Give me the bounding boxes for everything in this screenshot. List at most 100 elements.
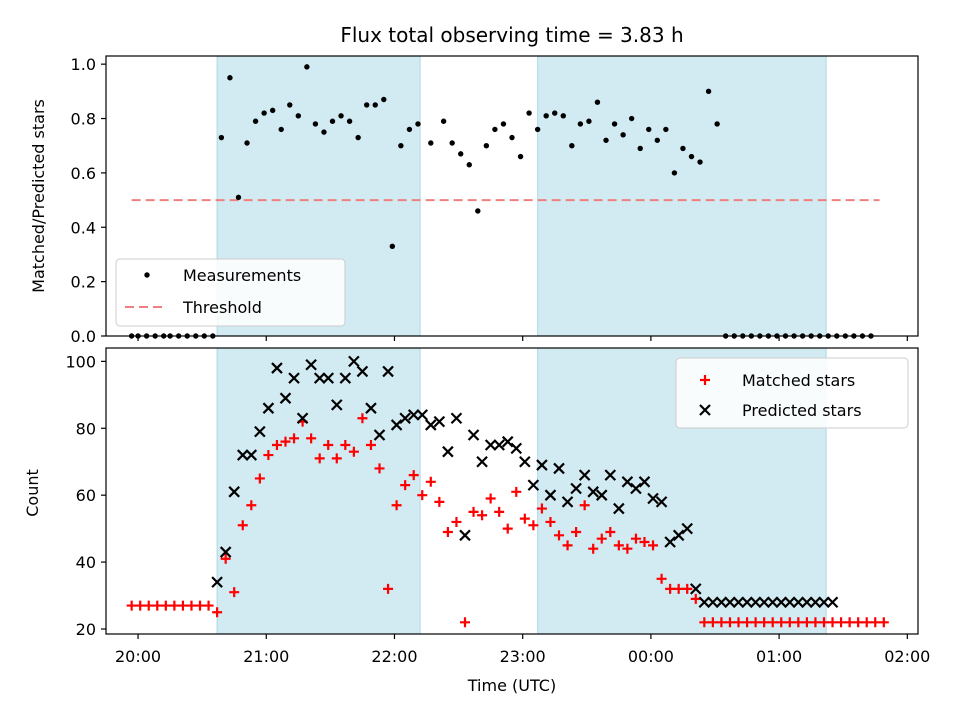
matched-point bbox=[280, 436, 291, 447]
matched-point bbox=[536, 503, 547, 514]
predicted-point bbox=[493, 439, 505, 451]
measurement-point bbox=[295, 113, 302, 119]
bottom-series-plus bbox=[126, 413, 889, 628]
legend-matched-marker bbox=[700, 375, 710, 385]
predicted-point bbox=[809, 596, 822, 608]
measurement-point bbox=[688, 153, 695, 160]
predicted-point bbox=[766, 596, 779, 608]
measurement-point bbox=[389, 243, 396, 249]
measurement-point bbox=[500, 121, 507, 127]
bottom-shaded-interval-0 bbox=[216, 347, 421, 635]
matched-point bbox=[767, 617, 778, 628]
measurement-point bbox=[552, 110, 558, 116]
legend-predicted-marker bbox=[699, 404, 711, 416]
measurement-point bbox=[261, 110, 267, 116]
bottom-series-x bbox=[211, 355, 839, 608]
matched-point bbox=[853, 617, 864, 628]
measurement-point bbox=[355, 134, 361, 141]
matched-point bbox=[169, 600, 180, 611]
top-y-tick-label: 0.8 bbox=[71, 110, 96, 129]
measurement-point bbox=[680, 145, 686, 152]
measurement-point bbox=[287, 102, 293, 108]
matched-point bbox=[494, 506, 505, 517]
matched-point bbox=[263, 450, 274, 461]
measurement-point bbox=[381, 96, 387, 103]
matched-point bbox=[528, 520, 539, 531]
bottom-legend-box bbox=[675, 357, 909, 429]
matched-point bbox=[793, 617, 804, 628]
measurement-point bbox=[363, 102, 370, 108]
predicted-point bbox=[604, 469, 617, 481]
top-y-tick-label: 0.2 bbox=[71, 273, 96, 292]
matched-point bbox=[177, 600, 188, 611]
predicted-point bbox=[510, 442, 523, 455]
matched-point bbox=[135, 600, 146, 611]
predicted-point bbox=[724, 596, 736, 608]
measurement-point bbox=[269, 107, 276, 114]
predicted-point bbox=[749, 596, 762, 608]
matched-point bbox=[391, 500, 402, 511]
matched-point bbox=[323, 440, 334, 451]
predicted-point bbox=[245, 449, 258, 461]
matched-point bbox=[784, 617, 795, 628]
matched-point bbox=[818, 617, 829, 628]
predicted-point bbox=[655, 496, 668, 508]
matched-point bbox=[160, 600, 171, 611]
matched-point bbox=[656, 573, 667, 584]
predicted-point bbox=[365, 402, 377, 414]
predicted-point bbox=[416, 409, 429, 421]
top-y-tick-label: 1.0 bbox=[71, 55, 96, 74]
predicted-point bbox=[689, 583, 702, 595]
predicted-point bbox=[818, 596, 830, 608]
measurement-point bbox=[611, 121, 618, 127]
predicted-point bbox=[595, 489, 608, 501]
matched-point bbox=[759, 617, 770, 628]
bottom-legend: Matched stars Predicted stars bbox=[675, 357, 909, 429]
predicted-point bbox=[262, 402, 275, 414]
matched-point bbox=[271, 440, 282, 451]
top-y-tick-label: 0.0 bbox=[71, 327, 96, 346]
predicted-point bbox=[519, 455, 531, 468]
bottom-axes-frame bbox=[105, 347, 919, 635]
predicted-point bbox=[467, 429, 480, 441]
matched-point bbox=[605, 526, 616, 537]
predicted-point bbox=[484, 439, 497, 451]
bottom-y-axis-label: Count bbox=[23, 469, 42, 517]
matched-point bbox=[459, 617, 470, 628]
measurement-point bbox=[620, 132, 626, 138]
matched-point bbox=[699, 617, 710, 628]
measurement-point bbox=[329, 118, 336, 124]
measurement-point bbox=[475, 208, 481, 214]
predicted-point bbox=[450, 412, 463, 425]
legend-measurements-label: Measurements bbox=[183, 266, 301, 285]
matched-point bbox=[434, 496, 445, 507]
matched-point bbox=[554, 530, 565, 541]
predicted-point bbox=[348, 355, 360, 368]
matched-point bbox=[622, 543, 633, 554]
matched-point bbox=[613, 540, 624, 551]
x-axis-label: Time (UTC) bbox=[467, 676, 556, 695]
predicted-point bbox=[621, 476, 634, 488]
bottom-y-tick-label: 20 bbox=[76, 620, 96, 639]
x-tick-label: 22:00 bbox=[371, 647, 417, 666]
matched-point bbox=[571, 526, 582, 537]
matched-point bbox=[442, 526, 453, 537]
matched-point bbox=[665, 583, 676, 594]
matched-point bbox=[365, 440, 376, 451]
matched-point bbox=[733, 617, 744, 628]
x-tick-label: 01:00 bbox=[756, 647, 802, 666]
measurement-point bbox=[321, 129, 327, 135]
predicted-point bbox=[775, 596, 788, 608]
matched-point bbox=[186, 600, 197, 611]
measurement-point bbox=[440, 118, 447, 124]
measurement-point bbox=[697, 159, 703, 165]
measurement-point bbox=[415, 121, 421, 127]
predicted-point bbox=[741, 596, 753, 608]
matched-point bbox=[152, 600, 163, 611]
top-panel: 0.0 0.2 0.4 0.6 0.8 1.0 Measurements Threshold bbox=[71, 55, 919, 346]
matched-point bbox=[340, 440, 351, 451]
top-shaded-interval-1 bbox=[537, 55, 827, 337]
matched-point bbox=[229, 587, 240, 598]
bottom-y-tick-label: 100 bbox=[65, 352, 96, 371]
chart-title: Flux total observing time = 3.83 h bbox=[340, 23, 683, 47]
